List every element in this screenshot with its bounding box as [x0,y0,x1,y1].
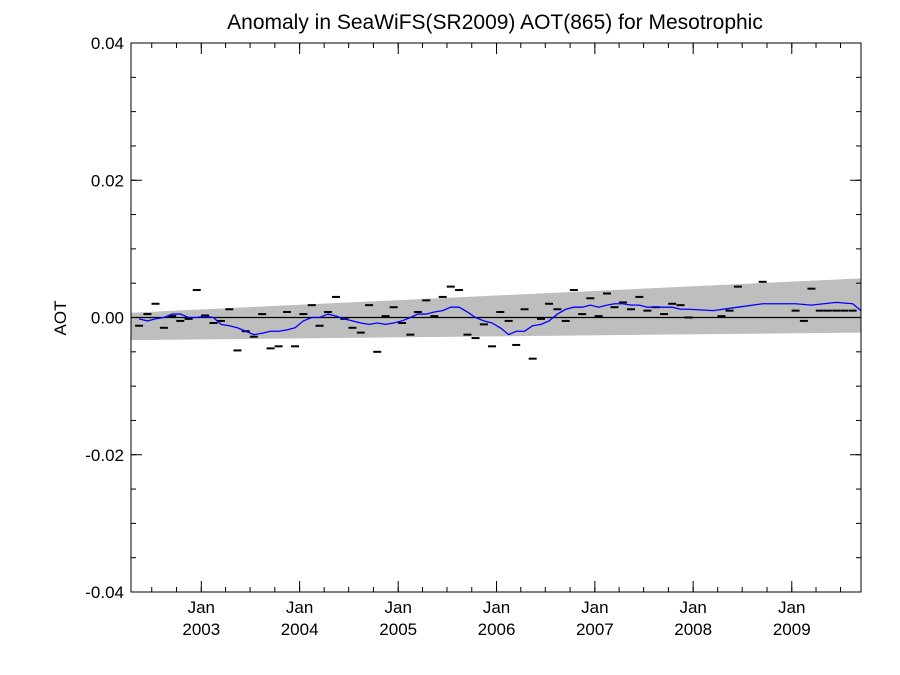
y-tick-label: 0.04 [91,34,124,53]
x-tick-year-label: 2004 [281,620,319,639]
y-tick-label: 0.00 [91,309,124,328]
x-tick-month-label: Jan [679,598,706,617]
x-tick-month-label: Jan [581,598,608,617]
x-tick-month-label: Jan [483,598,510,617]
x-tick-year-label: 2006 [478,620,516,639]
x-tick-month-label: Jan [385,598,412,617]
x-tick-month-label: Jan [188,598,215,617]
plot-area: 0.04 0.02 0.00 -0.02 -0.04 Jan 2003 Jan 2004 Jan 2… [85,34,862,639]
smoothed-line [138,301,862,336]
x-tick-year-label: 2009 [773,620,811,639]
confidence-band [131,278,861,341]
x-tick-month-label: Jan [778,598,805,617]
x-tick-year-label: 2008 [674,620,712,639]
x-tick-month-label: Jan [286,598,313,617]
x-tick-year-label: 2003 [182,620,220,639]
y-tick-label: -0.04 [85,583,124,602]
chart-title: Anomaly in SeaWiFS(SR2009) AOT(865) for … [227,11,763,34]
x-tick-year-label: 2005 [379,620,417,639]
y-tick-label: -0.02 [85,446,124,465]
y-axis-label: AOT [51,301,70,336]
y-tick-label: 0.02 [91,171,124,190]
x-tick-year-label: 2007 [576,620,614,639]
